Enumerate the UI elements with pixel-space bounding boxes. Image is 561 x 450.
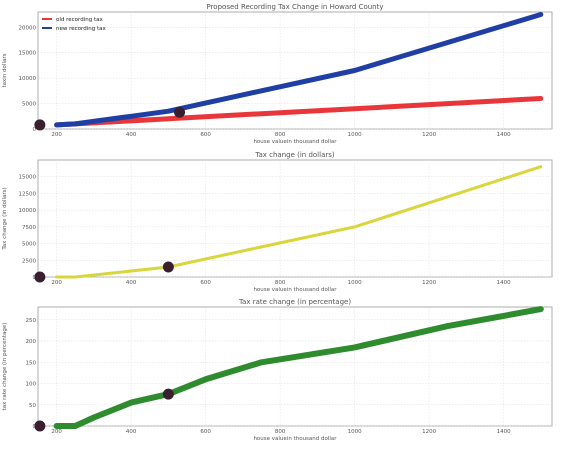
x-tick-label: 800: [275, 429, 286, 435]
series-line-2: [54, 12, 544, 128]
x-tick-label: 1000: [348, 429, 362, 435]
y-tick-label: 50: [29, 403, 36, 409]
y-tick-label: 5000: [22, 102, 36, 108]
y-axis-label: taxin dollars: [2, 53, 8, 87]
x-tick-label: 600: [200, 280, 211, 286]
y-tick-label: 20000: [19, 25, 37, 31]
chart-panel-3: 200 400 600 800 1000 1200 1400050100150200250T…: [2, 298, 553, 442]
x-tick-label: 400: [126, 132, 137, 138]
x-tick-label: 1000: [348, 132, 362, 138]
y-tick-label: 7500: [22, 225, 36, 231]
y-tick-label: 150: [26, 360, 37, 366]
data-point-marker: [162, 261, 174, 273]
x-tick-label: 1400: [497, 132, 511, 138]
legend-entry: new recording tax: [56, 26, 106, 32]
x-tick-label: 1400: [497, 429, 511, 435]
legend-entry: old recording tax: [56, 17, 103, 23]
y-tick-label: 12500: [19, 191, 37, 197]
chart-panel-1: 200 400 600 800 1000 1200 1400 0 5000 10000 15000 2…: [2, 3, 553, 145]
x-axis-label: house valuein thousand dollar: [253, 139, 337, 145]
x-axis-label: house valuein thousand dollar: [253, 287, 337, 293]
x-tick-label: 1200: [422, 429, 436, 435]
x-tick-label: 800: [275, 132, 286, 138]
legend: old recording tax new recording tax: [42, 17, 106, 32]
x-tick-label: 400: [126, 429, 137, 435]
series-line-1: [55, 165, 543, 279]
chart-panel-2: 200 400 600 800 1000 1200 14000250050007500100…: [2, 151, 553, 293]
x-axis-label: house valuein thousand dollar: [253, 436, 337, 442]
x-tick-label: 800: [275, 280, 286, 286]
x-tick-label: 200: [51, 280, 62, 286]
y-tick-label: 15000: [19, 51, 37, 57]
y-tick-label: 200: [26, 339, 37, 345]
data-point-marker: [34, 119, 46, 131]
x-tick-label: 1200: [422, 132, 436, 138]
y-tick-label: 2500: [22, 258, 36, 264]
series-line-1: [53, 306, 544, 429]
y-tick-label: 10000: [19, 76, 37, 82]
data-point-marker: [162, 388, 174, 400]
y-axis-label: Tax change (in dollars): [2, 187, 8, 250]
x-tick-label: 600: [200, 429, 211, 435]
y-tick-label: 5000: [22, 242, 36, 248]
x-tick-label: 600: [200, 132, 211, 138]
plot-frame: [37, 159, 553, 278]
y-tick-label: 250: [26, 318, 37, 324]
y-tick-label: 10000: [19, 208, 37, 214]
data-point-marker: [34, 420, 46, 432]
chart-title: Tax change (in dollars): [254, 151, 335, 159]
x-tick-label: 200: [51, 132, 62, 138]
x-tick-label: 400: [126, 280, 137, 286]
x-tick-label: 1200: [422, 280, 436, 286]
y-tick-label: 15000: [19, 175, 37, 181]
y-tick-label: 0: [33, 127, 37, 133]
y-tick-label: 100: [26, 382, 37, 388]
data-point-marker: [174, 106, 186, 118]
data-point-marker: [34, 271, 46, 283]
x-tick-label: 1400: [497, 280, 511, 286]
x-tick-label: 200: [51, 429, 62, 435]
chart-title: Tax rate change (in percentage): [238, 298, 351, 306]
x-tick-label: 1000: [348, 280, 362, 286]
chart-title: Proposed Recording Tax Change in Howard …: [206, 3, 383, 11]
y-axis-label: tax rate change (in percentage): [2, 323, 8, 411]
